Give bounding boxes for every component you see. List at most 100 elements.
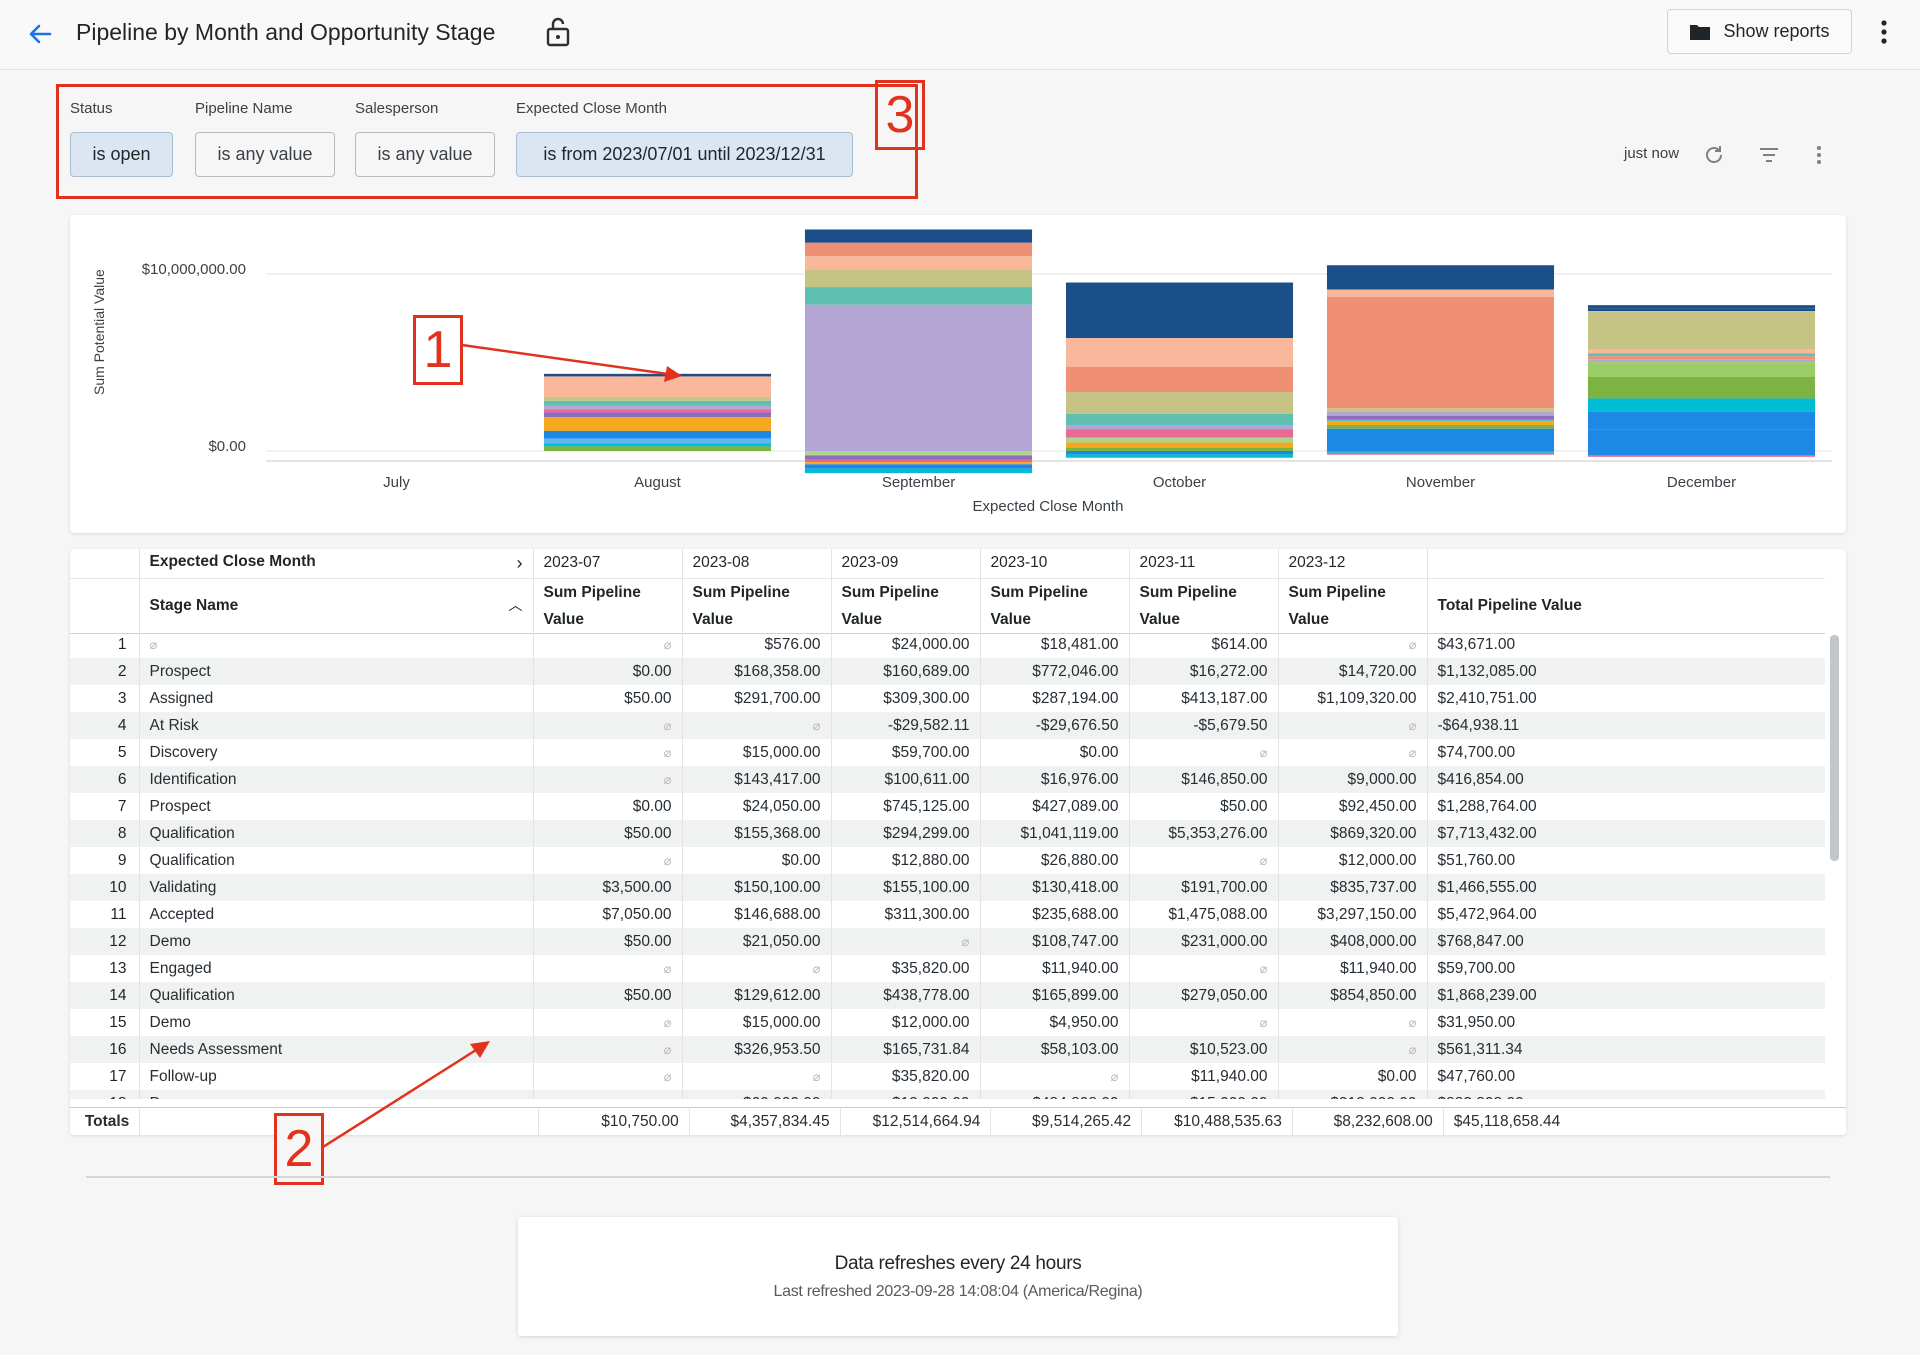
unlocked-icon[interactable] (544, 16, 572, 48)
bar-segment[interactable] (1587, 353, 1816, 357)
measure-header[interactable]: Sum Pipeline Value (980, 578, 1130, 634)
bar-segment[interactable] (1065, 338, 1294, 367)
measure-header[interactable]: Sum Pipeline Value (1278, 578, 1428, 634)
table-row[interactable]: 7 Prospect $0.00 $24,050.00 $745,125.00 $427,… (70, 793, 1825, 820)
bar-segment[interactable] (1587, 398, 1816, 412)
bar-segment[interactable] (543, 417, 772, 431)
chevron-right-icon[interactable]: › (516, 552, 523, 573)
bar-segment[interactable] (543, 405, 772, 410)
measure-header[interactable]: Sum Pipeline Value (682, 578, 832, 634)
bar-segment[interactable] (1326, 452, 1555, 455)
bar-september[interactable] (804, 229, 1033, 474)
bar-segment[interactable] (1065, 437, 1294, 443)
table-row[interactable]: 17 Follow-up ⌀ ⌀ $35,820.00 ⌀ $11,940.00 $0.00 $… (70, 1063, 1825, 1090)
bar-segment[interactable] (543, 438, 772, 444)
bar-segment[interactable] (1587, 356, 1816, 360)
filter-salesperson-chip[interactable]: is any value (355, 132, 495, 177)
table-row[interactable]: 15 Demo ⌀ $15,000.00 $12,000.00 $4,950.00 ⌀ ⌀ $3… (70, 1009, 1825, 1036)
show-reports-button[interactable]: Show reports (1667, 9, 1852, 54)
table-row[interactable]: 13 Engaged ⌀ ⌀ $35,820.00 $11,940.00 ⌀ $11,940.… (70, 955, 1825, 982)
bar-segment[interactable] (1326, 425, 1555, 429)
total-pipeline-header[interactable]: Total Pipeline Value (1427, 578, 1825, 634)
sort-ascending-icon[interactable]: ︿ (508, 597, 523, 613)
measure-header[interactable]: Sum Pipeline Value (831, 578, 981, 634)
pivot-dimension-header[interactable]: Expected Close Month › (139, 549, 534, 579)
bar-segment[interactable] (804, 304, 1033, 451)
table-row[interactable]: 16 Needs Assessment ⌀ $326,953.50 $165,731.8… (70, 1036, 1825, 1063)
bar-segment[interactable] (543, 400, 772, 406)
bar-segment[interactable] (1587, 429, 1816, 456)
bar-segment[interactable] (543, 443, 772, 447)
bar-segment[interactable] (543, 412, 772, 418)
bar-segment[interactable] (804, 468, 1033, 474)
bar-segment[interactable] (1326, 428, 1555, 451)
bar-segment[interactable] (1065, 425, 1294, 430)
month-header[interactable]: 2023-11 (1129, 549, 1279, 579)
refresh-icon[interactable] (1703, 144, 1725, 166)
bar-segment[interactable] (804, 462, 1033, 465)
bar-segment[interactable] (543, 430, 772, 439)
bar-segment[interactable] (1587, 411, 1816, 430)
table-row[interactable]: 18Demo⌀$60,000.00$12,000.00$484,808.00$1… (70, 1090, 1825, 1099)
bar-segment[interactable] (1326, 265, 1555, 290)
month-header[interactable]: 2023-09 (831, 549, 981, 579)
month-header[interactable]: 2023-12 (1278, 549, 1428, 579)
back-arrow-icon[interactable] (24, 18, 56, 50)
measure-header[interactable]: Sum Pipeline Value (1129, 578, 1279, 634)
bar-segment[interactable] (804, 464, 1033, 469)
bar-segment[interactable] (804, 451, 1033, 456)
bar-segment[interactable] (804, 287, 1033, 305)
bar-segment[interactable] (1326, 451, 1555, 453)
more-options-icon[interactable] (1876, 16, 1892, 48)
bar-segment[interactable] (1587, 311, 1816, 349)
bar-segment[interactable] (1065, 392, 1294, 414)
bar-segment[interactable] (1587, 348, 1816, 354)
table-row[interactable]: 9 Qualification ⌀ $0.00 $12,880.00 $26,880.00… (70, 847, 1825, 874)
bar-segment[interactable] (1065, 447, 1294, 451)
bar-segment[interactable] (1065, 282, 1294, 339)
bar-segment[interactable] (1065, 429, 1294, 438)
bar-august[interactable] (543, 373, 772, 451)
bar-segment[interactable] (1326, 412, 1555, 416)
bar-november[interactable] (1326, 265, 1555, 455)
table-row[interactable]: 6 Identification ⌀ $143,417.00 $100,611.00 $1… (70, 766, 1825, 793)
bar-segment[interactable] (1326, 419, 1555, 422)
bar-segment[interactable] (543, 397, 772, 401)
month-header[interactable]: 2023-08 (682, 549, 832, 579)
filter-pipeline-chip[interactable]: is any value (195, 132, 335, 177)
table-row[interactable]: 5 Discovery ⌀ $15,000.00 $59,700.00 $0.00 ⌀ ⌀ $7… (70, 739, 1825, 766)
filter-status-chip[interactable]: is open (70, 132, 173, 177)
table-row[interactable]: 14 Qualification $50.00 $129,612.00 $438,778… (70, 982, 1825, 1009)
bar-segment[interactable] (804, 229, 1033, 243)
bar-segment[interactable] (543, 409, 772, 413)
bar-segment[interactable] (1587, 455, 1816, 457)
bar-segment[interactable] (1587, 359, 1816, 363)
bar-segment[interactable] (804, 455, 1033, 460)
bar-segment[interactable] (1587, 376, 1816, 399)
bar-segment[interactable] (1065, 442, 1294, 448)
table-row[interactable]: 11 Accepted $7,050.00 $146,688.00 $311,300.0… (70, 901, 1825, 928)
bar-december[interactable] (1587, 305, 1816, 457)
vertical-scrollbar[interactable] (1830, 635, 1839, 861)
table-row[interactable]: 8 Qualification $50.00 $155,368.00 $294,299.… (70, 820, 1825, 847)
bar-segment[interactable] (1326, 408, 1555, 413)
table-row[interactable]: 10 Validating $3,500.00 $150,100.00 $155,100… (70, 874, 1825, 901)
bar-segment[interactable] (804, 256, 1033, 270)
bar-segment[interactable] (543, 446, 772, 451)
table-row[interactable]: 3 Assigned $50.00 $291,700.00 $309,300.00 $28… (70, 685, 1825, 712)
bar-segment[interactable] (1326, 296, 1555, 409)
bar-segment[interactable] (1065, 366, 1294, 393)
bar-segment[interactable] (1065, 413, 1294, 426)
bar-segment[interactable] (1065, 451, 1294, 455)
tile-menu-icon[interactable] (1814, 144, 1824, 166)
bar-segment[interactable] (1065, 454, 1294, 458)
table-row[interactable]: 4 At Risk ⌀ ⌀ -$29,582.11 -$29,676.50 -$5,679.… (70, 712, 1825, 739)
stage-name-header[interactable]: Stage Name ︿ (139, 578, 534, 634)
bar-segment[interactable] (1587, 308, 1816, 312)
bar-segment[interactable] (1326, 421, 1555, 426)
bar-segment[interactable] (804, 269, 1033, 288)
month-header[interactable]: 2023-10 (980, 549, 1130, 579)
table-row[interactable]: 12 Demo $50.00 $21,050.00 ⌀ $108,747.00 $231,0… (70, 928, 1825, 955)
bar-segment[interactable] (1587, 362, 1816, 377)
month-header[interactable]: 2023-07 (533, 549, 683, 579)
